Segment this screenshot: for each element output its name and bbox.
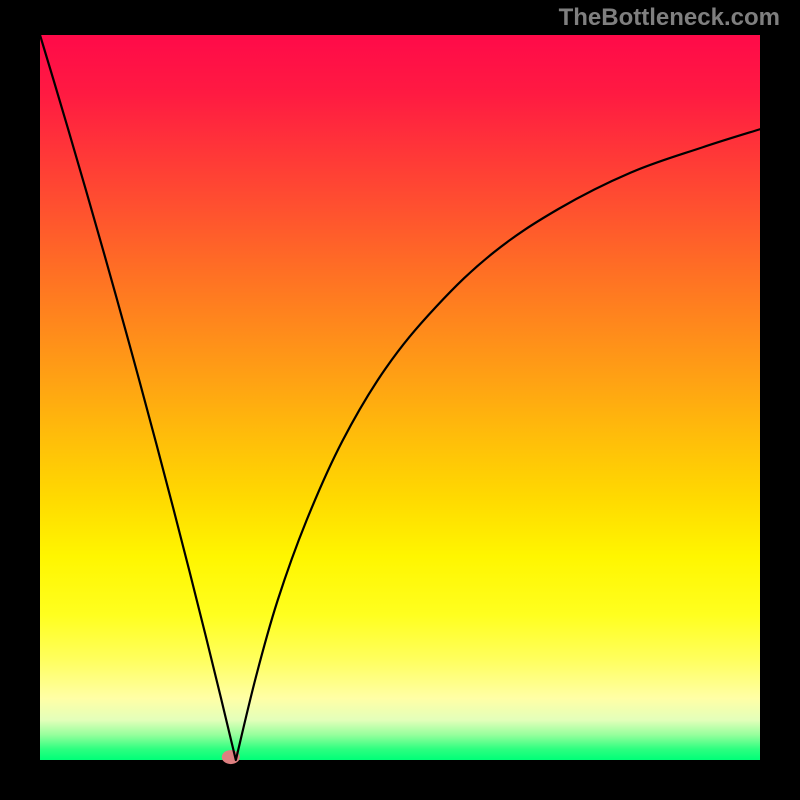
watermark-text: TheBottleneck.com — [559, 4, 780, 32]
v-curve — [40, 35, 760, 760]
chart-frame: TheBottleneck.com — [0, 0, 800, 800]
plot-area — [40, 35, 760, 760]
curve-layer — [40, 35, 760, 760]
